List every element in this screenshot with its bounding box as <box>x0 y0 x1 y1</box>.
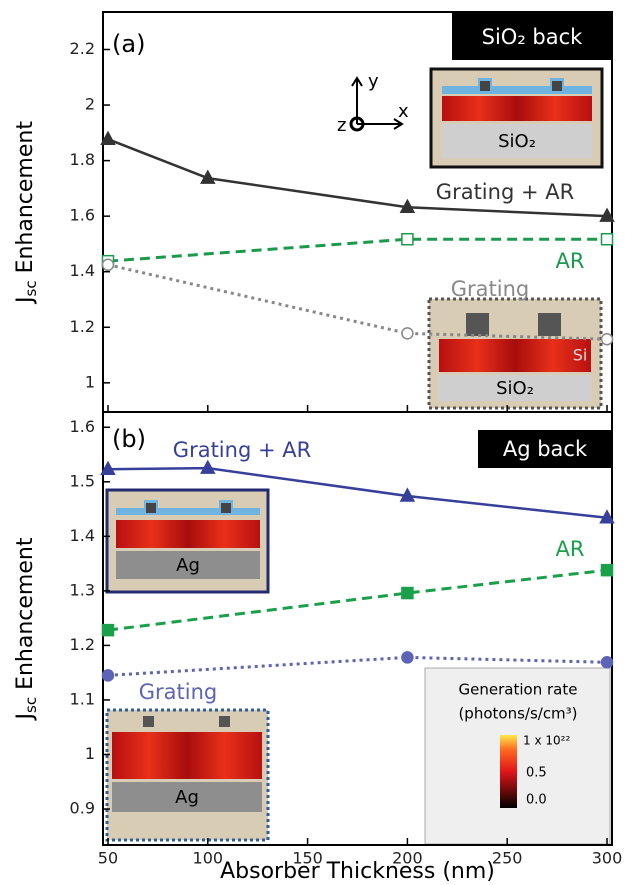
y-tick-label: 2.2 <box>70 39 95 58</box>
y-tick-label: 2 <box>85 95 95 114</box>
x-tick-label: 250 <box>492 849 523 868</box>
axis-icon-label: y <box>368 71 379 92</box>
series-label: AR <box>556 249 585 273</box>
marker <box>402 652 413 663</box>
panel-tag: SiO₂ back <box>482 25 584 49</box>
y-axis-label-main: J <box>13 713 38 722</box>
axis-icon-label: x <box>398 101 409 122</box>
marker <box>402 234 413 245</box>
layer-label: Si <box>573 346 588 365</box>
y-tick-label: 1 <box>85 372 95 391</box>
marker <box>402 588 413 599</box>
marker <box>102 670 113 681</box>
y-axis-label-sub: sc <box>22 280 40 296</box>
y-tick-label: 1.2 <box>70 635 95 654</box>
y-tick-label: 1.6 <box>70 417 95 436</box>
layer-label: SiO₂ <box>496 378 534 399</box>
layer-label: Ag <box>176 555 200 576</box>
series-label: Grating + AR <box>436 180 574 204</box>
panel-tag: Ag back <box>503 437 588 461</box>
y-axis-label-rest: Enhancement <box>13 121 38 281</box>
y-tick-label: 1.8 <box>70 150 95 169</box>
y-axis-label-rest: Enhancement <box>13 537 38 697</box>
series-label: Grating <box>139 680 217 704</box>
y-axis-label: Jsc Enhancement <box>13 121 40 305</box>
y-tick-label: 1.6 <box>70 206 95 225</box>
y-tick-label: 1.4 <box>70 261 95 280</box>
colorbar-label: 0.5 <box>526 766 547 781</box>
series-line <box>108 239 607 261</box>
y-tick-label: 1.5 <box>70 471 95 490</box>
series-label: Grating <box>451 277 529 301</box>
x-tick-label: 50 <box>98 849 118 868</box>
x-axis-label: Absorber Thickness (nm) <box>220 859 495 884</box>
panel-label: (b) <box>112 425 146 453</box>
inset <box>107 710 268 840</box>
y-tick-label: 0.9 <box>70 799 95 818</box>
marker <box>602 565 613 576</box>
colorbar-label: 0.0 <box>526 793 547 808</box>
y-axis-label-main: J <box>13 296 38 305</box>
layer-label: SiO₂ <box>498 131 536 152</box>
y-axis-label-sub: sc <box>22 697 40 713</box>
y-tick-label: 1.3 <box>70 580 95 599</box>
colorbar <box>500 735 517 808</box>
series-label: Grating + AR <box>173 438 311 462</box>
panel-label: (a) <box>112 30 145 58</box>
marker <box>602 334 613 345</box>
y-tick-label: 1.1 <box>70 689 95 708</box>
layer-label: Ag <box>175 787 199 808</box>
colorbar-units: (photons/s/cm³) <box>458 705 577 723</box>
marker <box>102 259 113 270</box>
marker <box>602 234 613 245</box>
colorbar-label: 1 x 10²² <box>523 734 570 748</box>
axis-icon-label: z <box>337 115 346 136</box>
x-tick-label: 300 <box>592 849 623 868</box>
marker <box>102 625 113 636</box>
inset <box>431 69 602 167</box>
series-label: AR <box>556 537 585 561</box>
y-tick-label: 1.2 <box>70 317 95 336</box>
y-tick-label: 1 <box>85 744 95 763</box>
colorbar-title: Generation rate <box>459 681 578 699</box>
inset <box>107 490 268 592</box>
figure: SiO₂ back Ag back (a) (b) y x z SiO₂ Si … <box>0 0 625 885</box>
marker <box>402 328 413 339</box>
y-axis-label: Jsc Enhancement <box>13 537 40 721</box>
marker <box>602 657 613 668</box>
x-tick-label: 100 <box>193 849 224 868</box>
y-tick-label: 1.4 <box>70 526 95 545</box>
